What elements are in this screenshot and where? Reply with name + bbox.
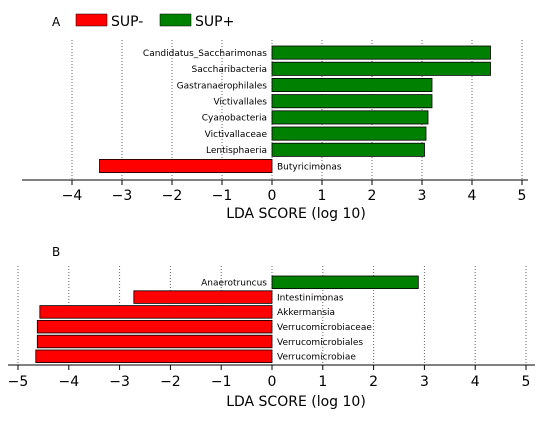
- panel-b-chart: B Anaerotruncus Intestinimonas Akkermansia…: [8, 245, 535, 410]
- panel-a-tick-label: −3: [112, 188, 133, 204]
- panel-a-tick-label: −1: [212, 188, 233, 204]
- panel-a-bar: [271, 142, 425, 157]
- panel-b-tick-label: −4: [58, 374, 79, 390]
- panel-a-bar-label: Victivallales: [213, 98, 267, 108]
- panel-b-tick-label: −2: [160, 374, 181, 390]
- panel-a-letter: A: [52, 15, 61, 29]
- panel-a-bar-label: Saccharibacteria: [191, 65, 267, 75]
- panel-a-x-ticks: −4 −3 −2 −1 0 1 2 3 4 5: [62, 180, 527, 204]
- panel-b-bar-label: Verrucomicrobiaceae: [277, 323, 372, 333]
- panel-a-bar: [271, 45, 491, 60]
- panel-a-bar-label: Cyanobacteria: [202, 114, 267, 124]
- panel-b-tick-label: −1: [211, 374, 232, 390]
- panel-b-tick-label: 1: [318, 374, 327, 390]
- panel-a-bar-label: Candidatus_Saccharimonas: [143, 49, 267, 59]
- panel-a-grid: [71, 40, 523, 180]
- panel-b-bar: [133, 290, 273, 304]
- panel-a-bar: [271, 126, 427, 141]
- panel-b-x-axis-title: LDA SCORE (log 10): [226, 394, 366, 410]
- panel-a-bar: [271, 61, 491, 76]
- panel-b-bar-label: Intestinimonas: [277, 293, 344, 303]
- panel-a-x-axis-title: LDA SCORE (log 10): [226, 206, 366, 222]
- panel-a-bar: [271, 94, 433, 109]
- panel-a-tick-label: 3: [418, 188, 427, 204]
- panel-a-bar-label: Lentisphaeria: [206, 146, 267, 156]
- panel-b-bar-label: Verrucomicrobiae: [277, 353, 356, 363]
- panel-a-bar-label: Victivallaceae: [205, 130, 268, 140]
- panel-b-tick-label: 0: [268, 374, 277, 390]
- panel-b-bar-label: Verrucomicrobiales: [277, 338, 363, 348]
- panel-b-tick-label: 4: [471, 374, 480, 390]
- panel-b-letter: B: [52, 245, 60, 259]
- panel-b-tick-label: 5: [522, 374, 531, 390]
- panel-b-tick-label: −5: [8, 374, 29, 390]
- panel-a-tick-label: −2: [162, 188, 183, 204]
- legend-label-sup-minus: SUP-: [111, 14, 143, 30]
- panel-a-tick-label: 0: [268, 188, 277, 204]
- legend-swatch-sup-minus: [75, 13, 108, 27]
- panel-b-bar-labels: Anaerotruncus Intestinimonas Akkermansia Ve…: [201, 279, 372, 363]
- legend: SUP- SUP+: [75, 13, 234, 30]
- panel-b-bar: [36, 319, 273, 334]
- panel-a-bar: [271, 78, 433, 93]
- panel-a-bar-labels: Candidatus_Saccharimonas Saccharibacteria…: [143, 49, 342, 172]
- panel-a-tick-label: 4: [468, 188, 477, 204]
- panel-b-bar-label: Anaerotruncus: [201, 279, 267, 289]
- panel-b-tick-label: −3: [109, 374, 130, 390]
- panel-a-tick-label: 5: [518, 188, 527, 204]
- panel-b-tick-label: 2: [369, 374, 378, 390]
- panel-b-bar: [36, 334, 273, 349]
- panel-b-x-ticks: −5 −4 −3 −2 −1 0 1 2 3 4 5: [8, 365, 531, 390]
- panel-a-tick-label: −4: [62, 188, 83, 204]
- panel-b-bars: [35, 275, 419, 364]
- panel-a-bar: [271, 110, 429, 125]
- panel-b-bar: [35, 349, 273, 364]
- panel-b-tick-label: 3: [420, 374, 429, 390]
- panel-b-bar-label: Akkermansia: [277, 308, 335, 318]
- panel-a-bar-label: Gastranaerophilales: [177, 81, 268, 91]
- panel-a-bar-label: Butyricimonas: [277, 162, 342, 172]
- panel-b-bar: [271, 275, 419, 290]
- legend-swatch-sup-plus: [159, 13, 192, 27]
- panel-a-bars: [99, 45, 491, 173]
- legend-label-sup-plus: SUP+: [195, 14, 234, 30]
- panel-a-tick-label: 1: [318, 188, 327, 204]
- panel-a-tick-label: 2: [368, 188, 377, 204]
- panel-b-bar: [39, 305, 273, 319]
- panel-a-bar: [99, 158, 273, 173]
- panel-a-chart: A Candidatus_Saccharimonas Saccharibacter…: [22, 15, 528, 222]
